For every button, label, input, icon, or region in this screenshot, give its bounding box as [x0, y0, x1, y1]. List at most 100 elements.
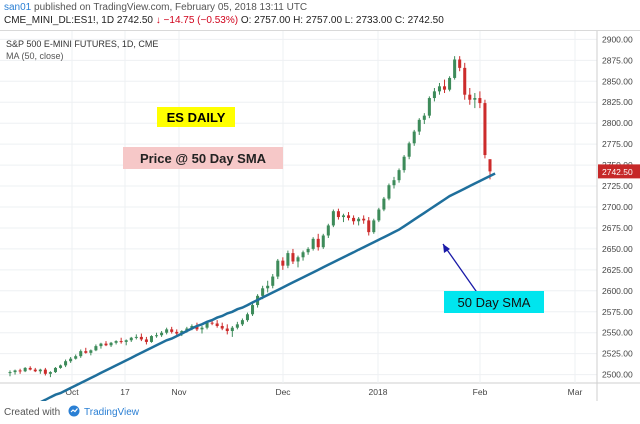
candle-body — [18, 370, 22, 372]
y-tick-label: 2650.00 — [602, 244, 633, 254]
candle-body — [301, 252, 305, 258]
candle-body — [69, 358, 73, 362]
candle-body — [271, 276, 275, 286]
candle-body — [382, 198, 386, 210]
candle-body — [200, 327, 204, 330]
symbol-line: CME_MINI_DL:ES1!, 1D 2742.50 ↓ −14.75 (−… — [4, 15, 444, 26]
y-tick-label: 2775.00 — [602, 139, 633, 149]
sma-line — [10, 172, 496, 405]
candle-body — [165, 329, 169, 333]
candle-body — [74, 356, 78, 359]
candle-body — [362, 218, 366, 221]
candle-body — [13, 370, 17, 373]
y-tick-label: 2900.00 — [602, 34, 633, 44]
candle-body — [144, 339, 148, 342]
candle-body — [205, 322, 209, 328]
author-link[interactable]: san01 — [4, 2, 32, 13]
candle-body — [235, 324, 239, 328]
candle-body — [468, 94, 472, 100]
candle-body — [220, 326, 224, 329]
annotation-bg — [444, 291, 544, 313]
y-tick-label: 2600.00 — [602, 286, 633, 296]
created-with-label: Created with — [4, 407, 61, 418]
x-tick-label: 2018 — [369, 387, 388, 397]
candle-body — [124, 340, 128, 342]
publish-info: published on TradingView.com, February 0… — [34, 2, 308, 13]
candle-body — [372, 220, 376, 233]
candle-body — [225, 328, 229, 332]
candle-body — [84, 351, 88, 353]
candle-body — [230, 327, 234, 332]
candle-body — [336, 211, 340, 218]
x-tick-label: Mar — [568, 387, 583, 397]
candle-body — [483, 103, 487, 156]
candle-body — [402, 156, 406, 171]
candle-body — [48, 372, 52, 374]
publish-header: san01 published on TradingView.com, Febr… — [0, 0, 640, 30]
candle-body — [448, 77, 452, 90]
candle-body — [215, 323, 219, 327]
annotation-bg — [123, 147, 283, 169]
x-tick-label: Oct — [65, 387, 79, 397]
candle-body — [352, 217, 356, 222]
candle-body — [170, 329, 174, 332]
x-tick-label: Dec — [275, 387, 291, 397]
candle-body — [43, 369, 47, 374]
candle-body — [473, 98, 477, 100]
ohlc-values: O: 2757.00 H: 2757.00 L: 2733.00 C: 2742… — [240, 15, 444, 26]
candle-body — [387, 185, 391, 199]
candle-body — [99, 343, 103, 347]
tradingview-link[interactable]: TradingView — [84, 407, 140, 418]
candle-body — [432, 91, 436, 99]
chart-area[interactable]: 2500.00 2525.00 2550.00 2575.00 2600.00 2625.… — [0, 30, 640, 405]
candle-body — [412, 131, 416, 144]
candle-body — [347, 215, 351, 218]
y-tick-label: 2800.00 — [602, 118, 633, 128]
candle-body — [392, 180, 396, 186]
candle-body — [210, 322, 214, 324]
candle-body — [331, 211, 335, 226]
candle-body — [427, 98, 431, 116]
candle-body — [478, 98, 482, 104]
candle-body — [8, 372, 12, 374]
annotation-price-at-sma: Price @ 50 Day SMA — [140, 151, 267, 166]
candle-body — [397, 170, 401, 181]
x-tick-label: 17 — [120, 387, 130, 397]
candle-body — [407, 143, 411, 157]
candle-body — [437, 86, 441, 92]
y-tick-label: 2825.00 — [602, 97, 633, 107]
candle-body — [139, 336, 143, 340]
candle-body — [321, 235, 325, 248]
candle-body — [367, 220, 371, 233]
chart-title: S&P 500 E-MINI FUTURES, 1D, CME — [6, 39, 158, 49]
candle-body — [64, 361, 68, 366]
candle-body — [149, 336, 153, 342]
last-price: 2742.50 — [116, 15, 153, 26]
candle-body — [286, 253, 290, 266]
candle-body — [311, 238, 315, 249]
y-tick-label: 2500.00 — [602, 370, 633, 380]
candle-body — [53, 367, 57, 373]
x-tick-label: Feb — [473, 387, 488, 397]
last-price-marker — [598, 164, 640, 179]
candle-body — [23, 367, 27, 372]
x-tick-label: Nov — [171, 387, 187, 397]
symbol-name: CME_MINI_DL:ES1!, 1D — [4, 15, 115, 26]
annotation-bg — [157, 107, 235, 127]
candle-body — [281, 260, 285, 266]
candle-body — [109, 342, 113, 346]
y-tick-label: 2550.00 — [602, 328, 633, 338]
candle-body — [79, 351, 83, 357]
tradingview-logo-icon — [68, 405, 80, 417]
candle-body — [134, 336, 138, 338]
price-chart[interactable]: 2500.00 2525.00 2550.00 2575.00 2600.00 2625.… — [0, 31, 640, 405]
candle-body — [104, 343, 108, 346]
candle-body — [240, 320, 244, 325]
annotation-sma-label: 50 Day SMA — [458, 295, 531, 310]
candle-body — [175, 331, 179, 334]
candle-body — [129, 337, 133, 341]
indicator-label: MA (50, close) — [6, 51, 64, 61]
candle-body — [89, 350, 93, 353]
candle-body — [114, 341, 118, 343]
candle-body — [463, 67, 467, 95]
